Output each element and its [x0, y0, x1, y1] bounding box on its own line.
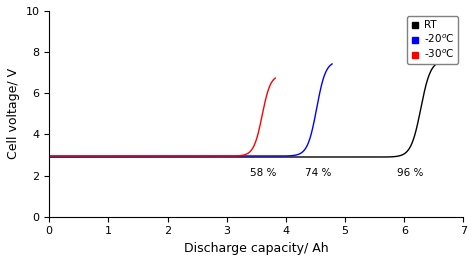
- Y-axis label: Cell voltage/ V: Cell voltage/ V: [7, 68, 20, 159]
- Text: 58 %: 58 %: [250, 168, 277, 178]
- Text: 96 %: 96 %: [397, 168, 423, 178]
- Text: 74 %: 74 %: [305, 168, 332, 178]
- X-axis label: Discharge capacity/ Ah: Discharge capacity/ Ah: [184, 242, 328, 255]
- Legend: RT, -20$^o$C, -30$^o$C: RT, -20$^o$C, -30$^o$C: [407, 16, 458, 64]
